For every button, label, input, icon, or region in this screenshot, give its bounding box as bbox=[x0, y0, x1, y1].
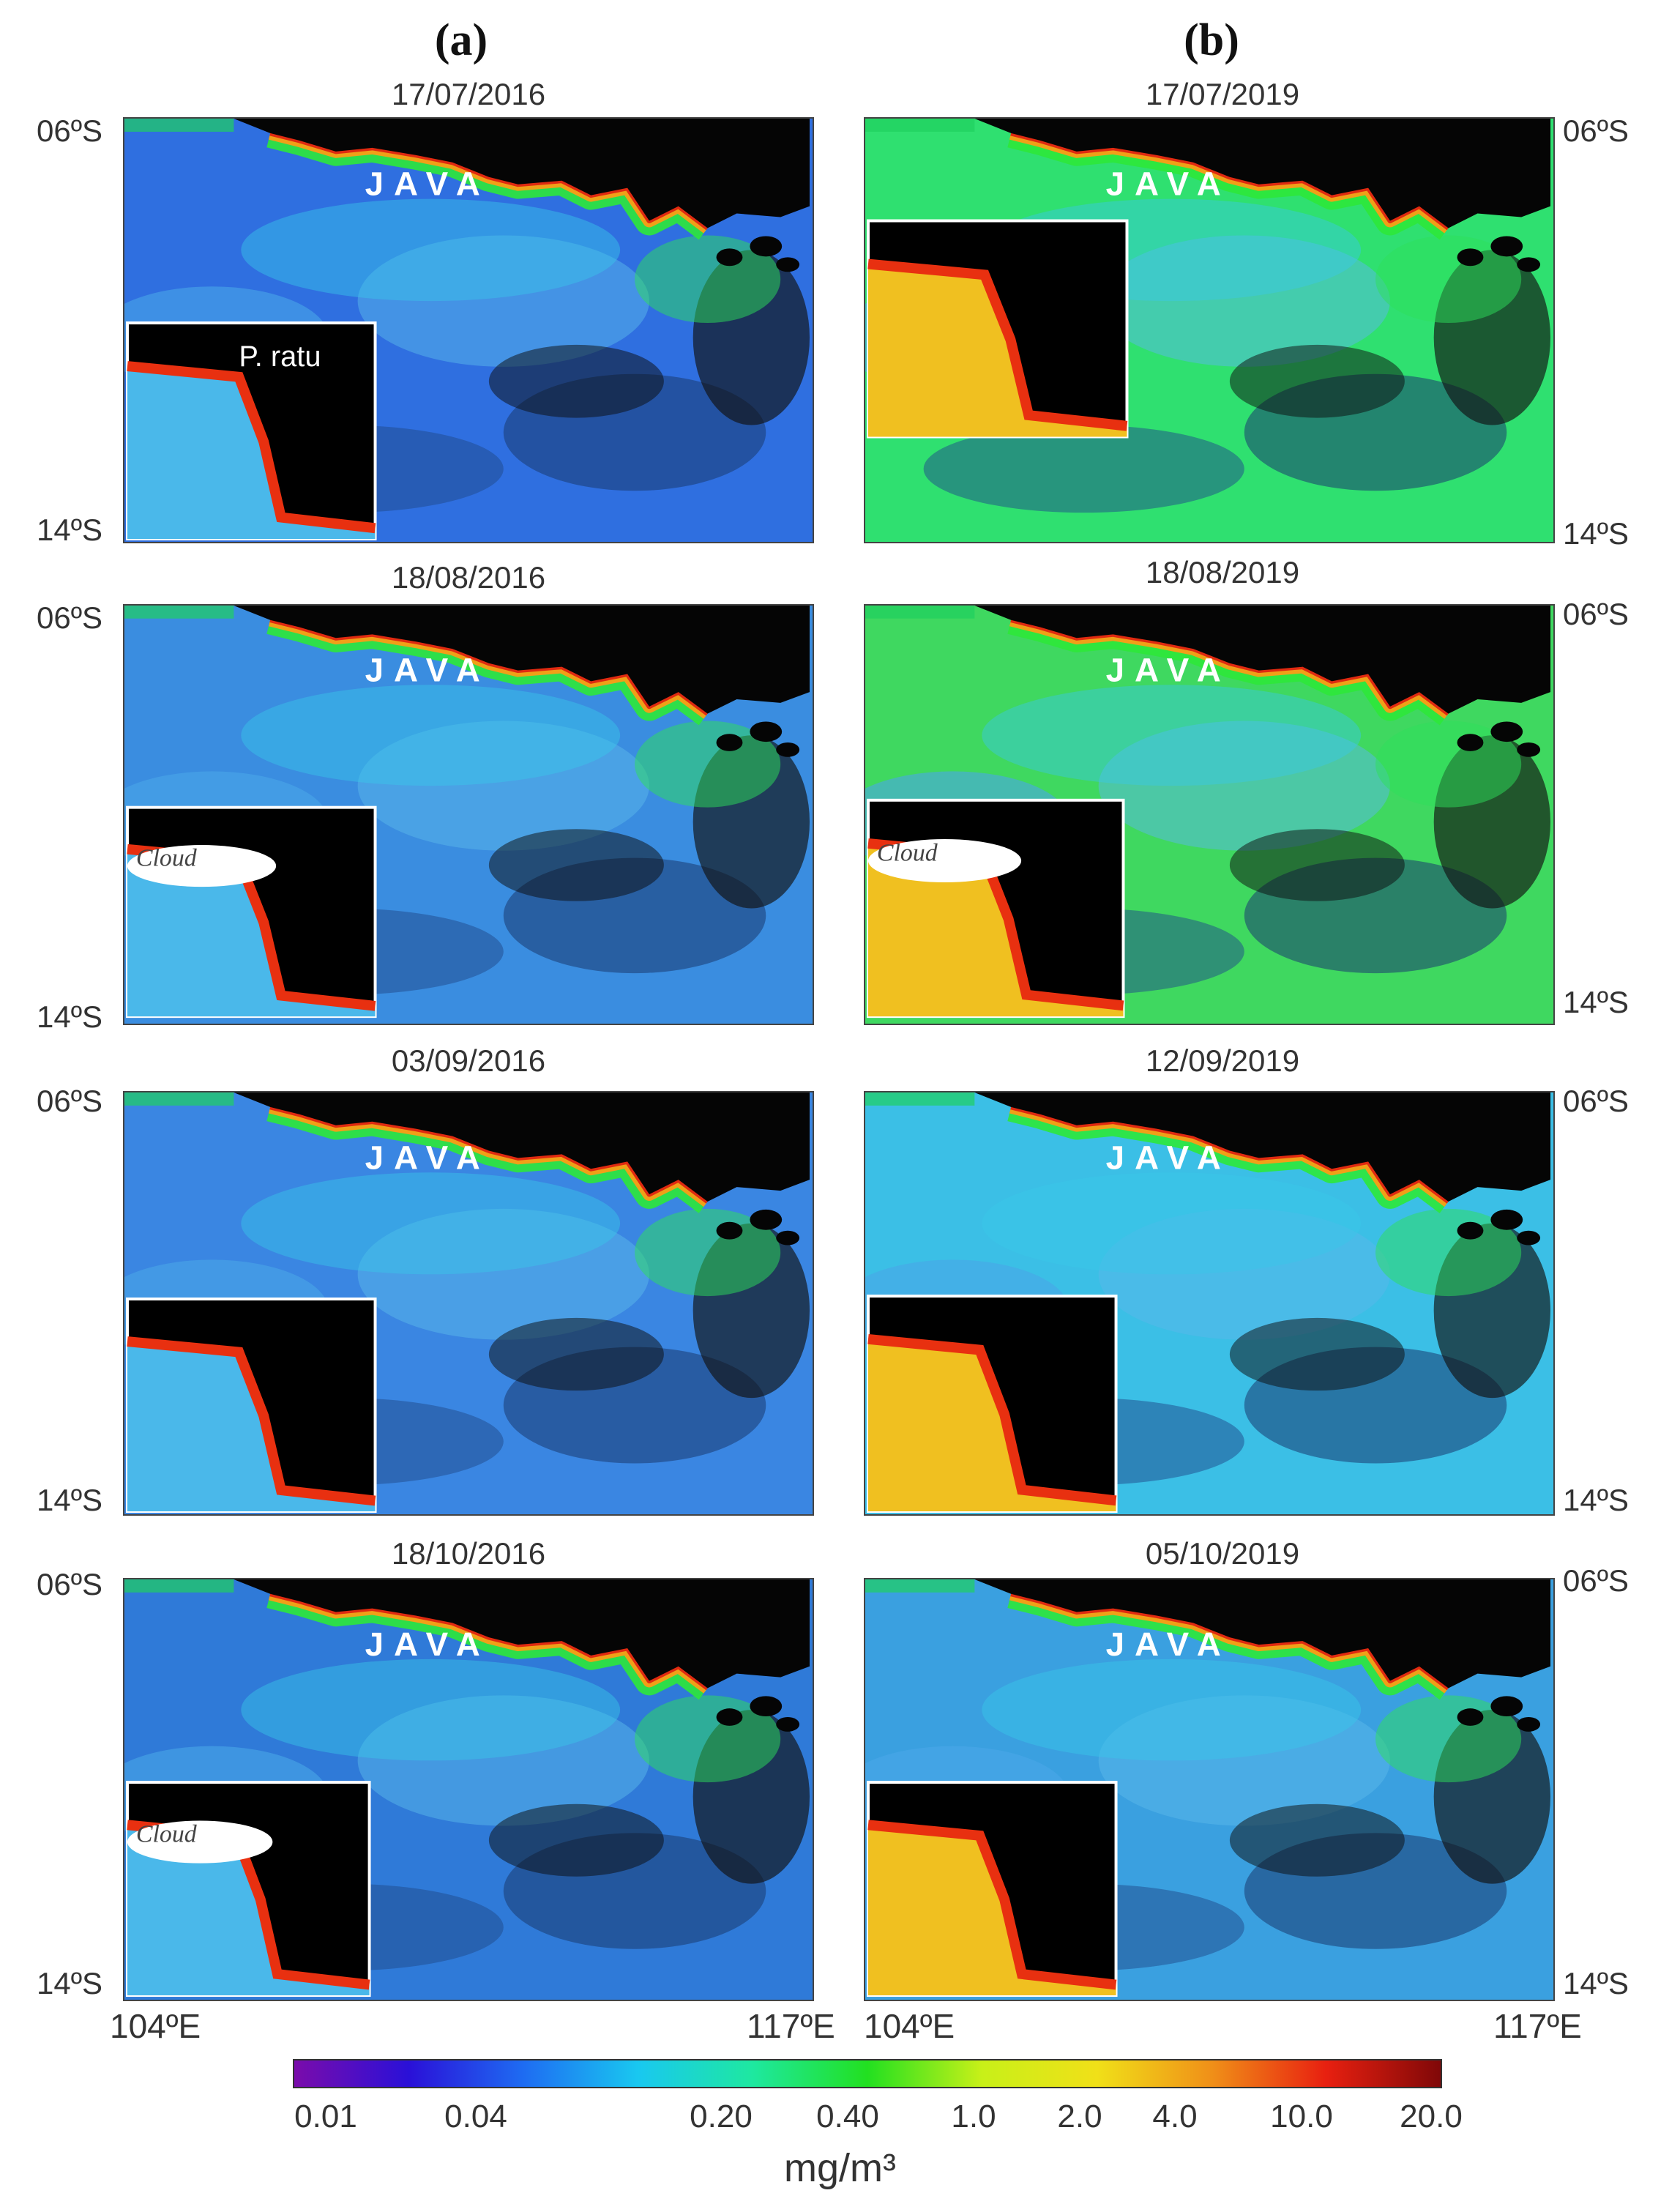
zoom-inset bbox=[125, 1298, 377, 1514]
zoom-inset bbox=[866, 1781, 1118, 1998]
zoom-inset: Cloud bbox=[866, 798, 1125, 1019]
column-a-title: (a) bbox=[434, 15, 488, 65]
panel-date-b2: 18/08/2019 bbox=[1145, 555, 1300, 589]
lat-south-a3: 14ºS bbox=[37, 1483, 103, 1517]
lon-east-b: 117ºE bbox=[1493, 2007, 1582, 2045]
inset-label: Cloud bbox=[877, 840, 938, 867]
region-label-java: JAVA bbox=[365, 652, 490, 689]
panel-date-a2: 18/08/2016 bbox=[391, 560, 546, 595]
column-b-title: (b) bbox=[1184, 15, 1239, 65]
map-panel-a1: JAVA P. ratu bbox=[123, 117, 814, 543]
panel-date-a4: 18/10/2016 bbox=[391, 1536, 546, 1571]
lat-south-b2: 14ºS bbox=[1563, 985, 1629, 1019]
map-panel-a4: JAVA Cloud bbox=[123, 1578, 814, 2001]
lat-south-b4: 14ºS bbox=[1563, 1966, 1629, 2000]
lon-east-a: 117ºE bbox=[747, 2007, 835, 2045]
colorbar-tick: 10.0 bbox=[1270, 2099, 1333, 2134]
colorbar-tick: 0.40 bbox=[816, 2099, 879, 2134]
map-panel-b1: JAVA bbox=[864, 117, 1555, 543]
colorbar-unit: mg/m³ bbox=[784, 2146, 896, 2190]
lat-north-b4: 06ºS bbox=[1563, 1563, 1629, 1598]
region-label-java: JAVA bbox=[365, 1626, 490, 1663]
zoom-inset: P. ratu bbox=[125, 321, 377, 541]
inset-label: Cloud bbox=[136, 1821, 197, 1848]
panel-date-b1: 17/07/2019 bbox=[1145, 77, 1300, 111]
map-panel-a2: JAVA Cloud bbox=[123, 604, 814, 1025]
colorbar-ticks: 0.01 0.04 0.20 0.40 1.0 2.0 4.0 10.0 20.… bbox=[0, 2099, 1680, 2135]
lat-south-a1: 14ºS bbox=[37, 513, 103, 547]
map-panel-b2: JAVA Cloud bbox=[864, 604, 1555, 1025]
zoom-inset bbox=[866, 1295, 1118, 1514]
zoom-inset: Cloud bbox=[125, 805, 377, 1019]
panel-date-a3: 03/09/2016 bbox=[391, 1043, 546, 1078]
lat-south-a4: 14ºS bbox=[37, 1966, 103, 2000]
region-label-java: JAVA bbox=[1106, 1626, 1231, 1663]
panel-date-b4: 05/10/2019 bbox=[1145, 1536, 1300, 1571]
colorbar-tick: 2.0 bbox=[1057, 2099, 1102, 2134]
region-label-java: JAVA bbox=[1106, 1139, 1231, 1176]
colorbar-tick: 0.01 bbox=[294, 2099, 357, 2134]
lat-north-a2: 06ºS bbox=[37, 600, 103, 635]
panel-date-a1: 17/07/2016 bbox=[391, 77, 546, 111]
inset-label: Cloud bbox=[136, 845, 197, 872]
colorbar-tick: 0.04 bbox=[444, 2099, 507, 2134]
colorbar-tick: 20.0 bbox=[1400, 2099, 1463, 2134]
region-label-java: JAVA bbox=[365, 165, 490, 203]
region-label-java: JAVA bbox=[1106, 652, 1231, 689]
lat-south-b1: 14ºS bbox=[1563, 516, 1629, 551]
map-panel-b4: JAVA bbox=[864, 1578, 1555, 2001]
inset-label: P. ratu bbox=[239, 340, 321, 373]
lat-north-a3: 06ºS bbox=[37, 1084, 103, 1118]
lat-north-b1: 06ºS bbox=[1563, 113, 1629, 148]
lat-south-b3: 14ºS bbox=[1563, 1483, 1629, 1517]
colorbar-tick: 1.0 bbox=[951, 2099, 996, 2134]
region-label-java: JAVA bbox=[1106, 165, 1231, 203]
lat-north-a4: 06ºS bbox=[37, 1567, 103, 1601]
panel-date-b3: 12/09/2019 bbox=[1145, 1043, 1300, 1078]
map-panel-b3: JAVA bbox=[864, 1091, 1555, 1516]
lat-north-b2: 06ºS bbox=[1563, 597, 1629, 631]
lat-south-a2: 14ºS bbox=[37, 999, 103, 1034]
map-panel-a3: JAVA bbox=[123, 1091, 814, 1516]
region-label-java: JAVA bbox=[365, 1139, 490, 1176]
zoom-inset bbox=[866, 219, 1129, 439]
colorbar-tick: 4.0 bbox=[1152, 2099, 1198, 2134]
lat-north-a1: 06ºS bbox=[37, 113, 103, 148]
lon-west-a: 104ºE bbox=[110, 2007, 201, 2045]
colorbar-tick: 0.20 bbox=[690, 2099, 753, 2134]
lon-west-b: 104ºE bbox=[864, 2007, 955, 2045]
colorbar bbox=[293, 2059, 1442, 2088]
lat-north-b3: 06ºS bbox=[1563, 1084, 1629, 1118]
zoom-inset: Cloud bbox=[125, 1781, 371, 1998]
